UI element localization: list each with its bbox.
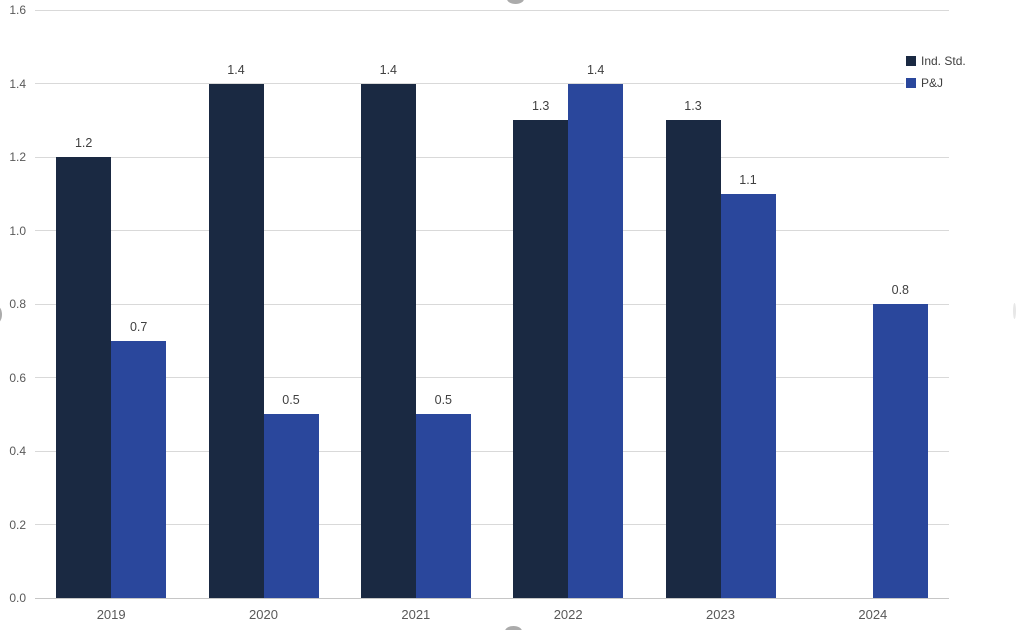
gridline — [35, 450, 949, 452]
y-axis-tick-label: 1.4 — [9, 76, 26, 91]
legend-label: P&J — [921, 76, 944, 90]
bar-value-label: 1.3 — [531, 99, 550, 114]
x-axis-category-label: 2021 — [401, 607, 431, 622]
bar-value-label: 0.8 — [891, 283, 910, 297]
gridline — [35, 156, 949, 158]
bar-value-label: 0.7 — [129, 319, 148, 334]
y-axis-tick-label: 1.2 — [9, 150, 26, 164]
bar-value-label: 1.3 — [684, 99, 702, 114]
gridline — [35, 303, 949, 305]
gridline — [35, 9, 949, 11]
x-axis-category-label: 2019 — [96, 607, 126, 622]
resize-handle-bottom[interactable] — [505, 626, 522, 630]
legend-item: Ind. Std. — [904, 50, 968, 72]
bar-value-label: 1.4 — [379, 62, 398, 77]
gridline — [35, 524, 949, 525]
bar-value-label: 1.1 — [739, 172, 757, 187]
bar-ind-std — [208, 83, 264, 598]
bar-pj — [568, 83, 624, 598]
bar-ind-std — [513, 120, 569, 598]
y-axis-tick-label: 0.8 — [9, 297, 26, 311]
resize-handle-right[interactable] — [1013, 303, 1016, 319]
bar-ind-std — [665, 120, 721, 598]
legend-label: Ind. Std. — [921, 54, 966, 68]
y-axis-tick-label: 0.2 — [9, 517, 26, 532]
bar-ind-std — [56, 157, 112, 598]
bar-value-label: 0.5 — [434, 393, 453, 408]
bar-pj — [415, 414, 471, 598]
x-axis-category-label: 2024 — [858, 607, 888, 622]
y-axis-tick-label: 0.0 — [9, 591, 26, 605]
x-axis-category-label: 2020 — [249, 607, 278, 622]
bar-value-label: 1.4 — [586, 62, 605, 77]
gridline — [35, 83, 949, 84]
bar-ind-std — [360, 83, 416, 598]
x-axis-category-label: 2022 — [553, 607, 583, 622]
bar-pj — [263, 414, 319, 598]
legend: Ind. Std. P&J — [904, 50, 968, 94]
bar-value-label: 1.4 — [227, 62, 245, 77]
resize-handle-left[interactable] — [0, 306, 2, 323]
bar-pj — [111, 340, 167, 598]
y-axis-tick-label: 0.4 — [9, 444, 26, 458]
bar-value-label: 0.5 — [282, 393, 300, 408]
bar-pj — [872, 304, 928, 598]
bar-pj — [720, 193, 776, 598]
y-axis-tick-label: 0.6 — [9, 370, 26, 385]
y-axis-tick-label: 1.6 — [9, 3, 26, 17]
gridline — [35, 230, 949, 231]
bar-value-label: 1.2 — [74, 136, 93, 150]
legend-item: P&J — [904, 72, 968, 94]
y-axis-tick-label: 1.0 — [9, 223, 26, 238]
gridline — [35, 377, 949, 378]
legend-swatch — [906, 78, 916, 88]
resize-handle-top[interactable] — [507, 0, 524, 4]
legend-swatch — [906, 56, 916, 66]
x-axis-category-label: 2023 — [706, 607, 735, 622]
x-axis-line — [35, 598, 949, 599]
